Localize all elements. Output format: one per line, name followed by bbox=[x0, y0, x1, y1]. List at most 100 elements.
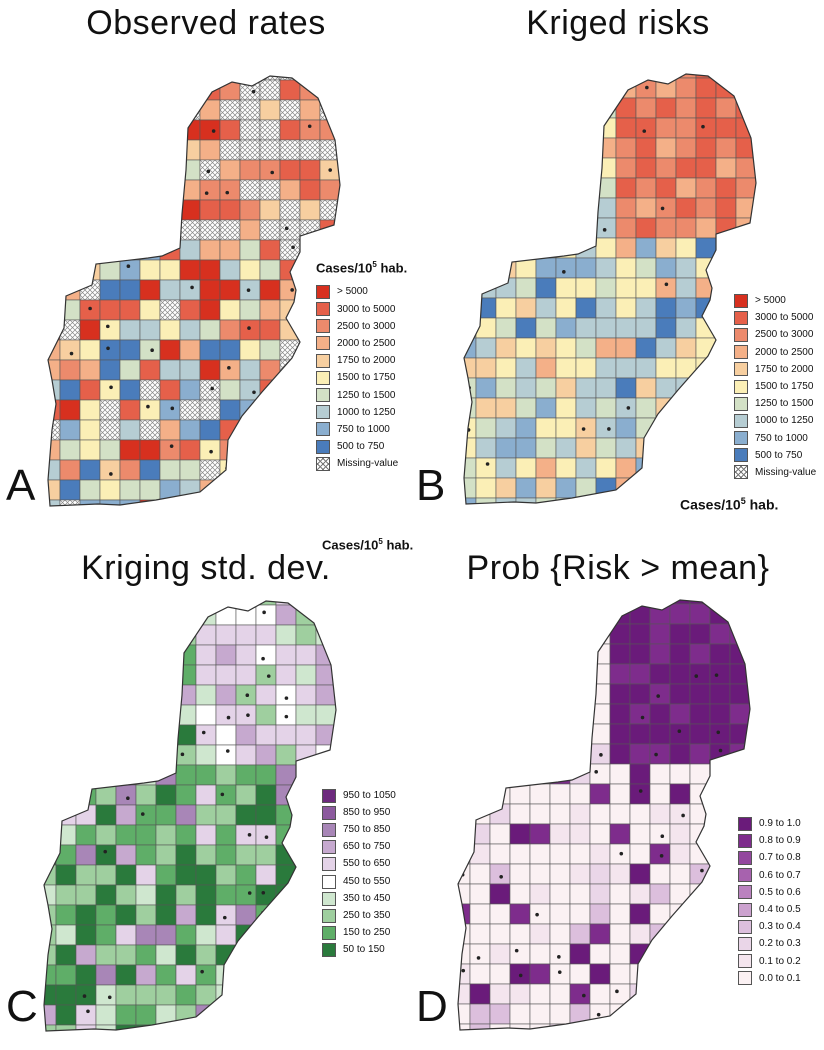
map-cell bbox=[669, 683, 691, 705]
map-cell bbox=[635, 397, 657, 419]
map-cell bbox=[295, 601, 317, 606]
map-cell bbox=[295, 784, 317, 806]
map-cell bbox=[489, 1023, 511, 1030]
legend-item: 3000 to 5000 bbox=[734, 309, 816, 326]
map-cell bbox=[135, 684, 157, 706]
map-cell bbox=[119, 279, 141, 301]
map-cell bbox=[255, 764, 277, 786]
legend-swatch bbox=[738, 816, 752, 831]
map-cell bbox=[675, 357, 697, 379]
map-cell bbox=[569, 703, 591, 725]
map-point bbox=[226, 715, 231, 720]
map-cell bbox=[609, 1023, 631, 1030]
map-cell bbox=[95, 964, 117, 986]
map-cell bbox=[175, 924, 197, 946]
map-cell bbox=[175, 744, 197, 766]
map-point bbox=[126, 264, 131, 269]
map-cell bbox=[669, 623, 691, 645]
map-cell bbox=[55, 1024, 77, 1031]
legend-item: Missing-value bbox=[316, 455, 407, 472]
map-cell bbox=[59, 419, 81, 441]
map-cell bbox=[509, 843, 531, 865]
map-cell bbox=[135, 864, 157, 886]
map-cell bbox=[195, 844, 217, 866]
map-cell bbox=[195, 904, 217, 926]
map-cell bbox=[515, 297, 537, 319]
map-cell bbox=[469, 743, 491, 765]
map-cell bbox=[95, 1024, 117, 1031]
map-cell bbox=[635, 437, 657, 459]
map-cell bbox=[495, 437, 517, 459]
map-cell bbox=[295, 884, 317, 906]
map-cell bbox=[709, 863, 731, 885]
map-cell bbox=[279, 99, 301, 121]
map-cell bbox=[275, 624, 297, 646]
map-cell bbox=[199, 359, 221, 381]
map-cell bbox=[555, 417, 577, 439]
map-cell bbox=[669, 883, 691, 905]
map-cell bbox=[489, 643, 511, 665]
map-cell bbox=[675, 257, 697, 279]
map-cell bbox=[529, 643, 551, 665]
map-cell bbox=[475, 437, 497, 459]
map-cell bbox=[555, 357, 577, 379]
map-cell bbox=[695, 197, 717, 219]
map-cell bbox=[219, 179, 241, 201]
map-cell bbox=[575, 497, 597, 504]
map-point bbox=[476, 956, 481, 960]
map-cell bbox=[295, 904, 317, 926]
legend-swatch bbox=[738, 868, 752, 883]
map-cell bbox=[589, 663, 611, 685]
map-cell bbox=[469, 803, 491, 825]
map-cell bbox=[458, 923, 471, 945]
legend-item: 500 to 750 bbox=[316, 438, 407, 455]
map-cell bbox=[615, 257, 637, 279]
map-cell bbox=[259, 139, 281, 161]
map-cell bbox=[515, 357, 537, 379]
map-cell bbox=[295, 684, 317, 706]
panel-probability: Prob {Risk > mean} 0.9 to 1.0 0.8 to 0.9 0… bbox=[412, 525, 824, 1050]
legend-item: 3000 to 5000 bbox=[316, 301, 407, 318]
choropleth-map bbox=[47, 75, 341, 507]
map-cell bbox=[535, 357, 557, 379]
map-cell bbox=[575, 317, 597, 339]
map-cell bbox=[589, 600, 611, 605]
map-cell bbox=[255, 864, 277, 886]
map-cell bbox=[339, 76, 340, 81]
legend-item: 0.4 to 0.5 bbox=[738, 901, 801, 918]
map-cell bbox=[555, 497, 577, 504]
map-cell bbox=[464, 417, 477, 439]
map-cell bbox=[159, 79, 181, 101]
legend-swatch bbox=[316, 405, 330, 420]
choropleth-map bbox=[43, 600, 337, 1032]
map-cell bbox=[255, 604, 277, 626]
legend-swatch bbox=[322, 788, 336, 803]
map-point bbox=[656, 694, 660, 698]
map-cell bbox=[155, 864, 177, 886]
map-cell bbox=[199, 299, 221, 321]
map-cell bbox=[715, 277, 737, 299]
map-point bbox=[701, 124, 705, 129]
map-point bbox=[607, 427, 611, 431]
map-cell bbox=[489, 663, 511, 685]
map-cell bbox=[695, 477, 717, 499]
map-cell bbox=[99, 139, 121, 161]
map-cell bbox=[159, 499, 181, 506]
map-point bbox=[659, 596, 663, 600]
map-cell bbox=[669, 803, 691, 825]
map-cell bbox=[655, 197, 677, 219]
legend-swatch bbox=[734, 362, 748, 377]
map-cell bbox=[335, 664, 336, 686]
map-cell bbox=[55, 824, 77, 846]
map-cell bbox=[695, 397, 717, 419]
map-cell bbox=[239, 76, 261, 81]
panel-letter: B bbox=[416, 461, 446, 510]
map-cell bbox=[155, 744, 177, 766]
map-cell bbox=[279, 219, 301, 241]
map-cell bbox=[95, 644, 117, 666]
map-cell bbox=[119, 139, 141, 161]
map-cell bbox=[469, 603, 491, 625]
map-cell bbox=[44, 604, 57, 626]
map-cell bbox=[48, 239, 61, 261]
map-cell bbox=[295, 804, 317, 826]
